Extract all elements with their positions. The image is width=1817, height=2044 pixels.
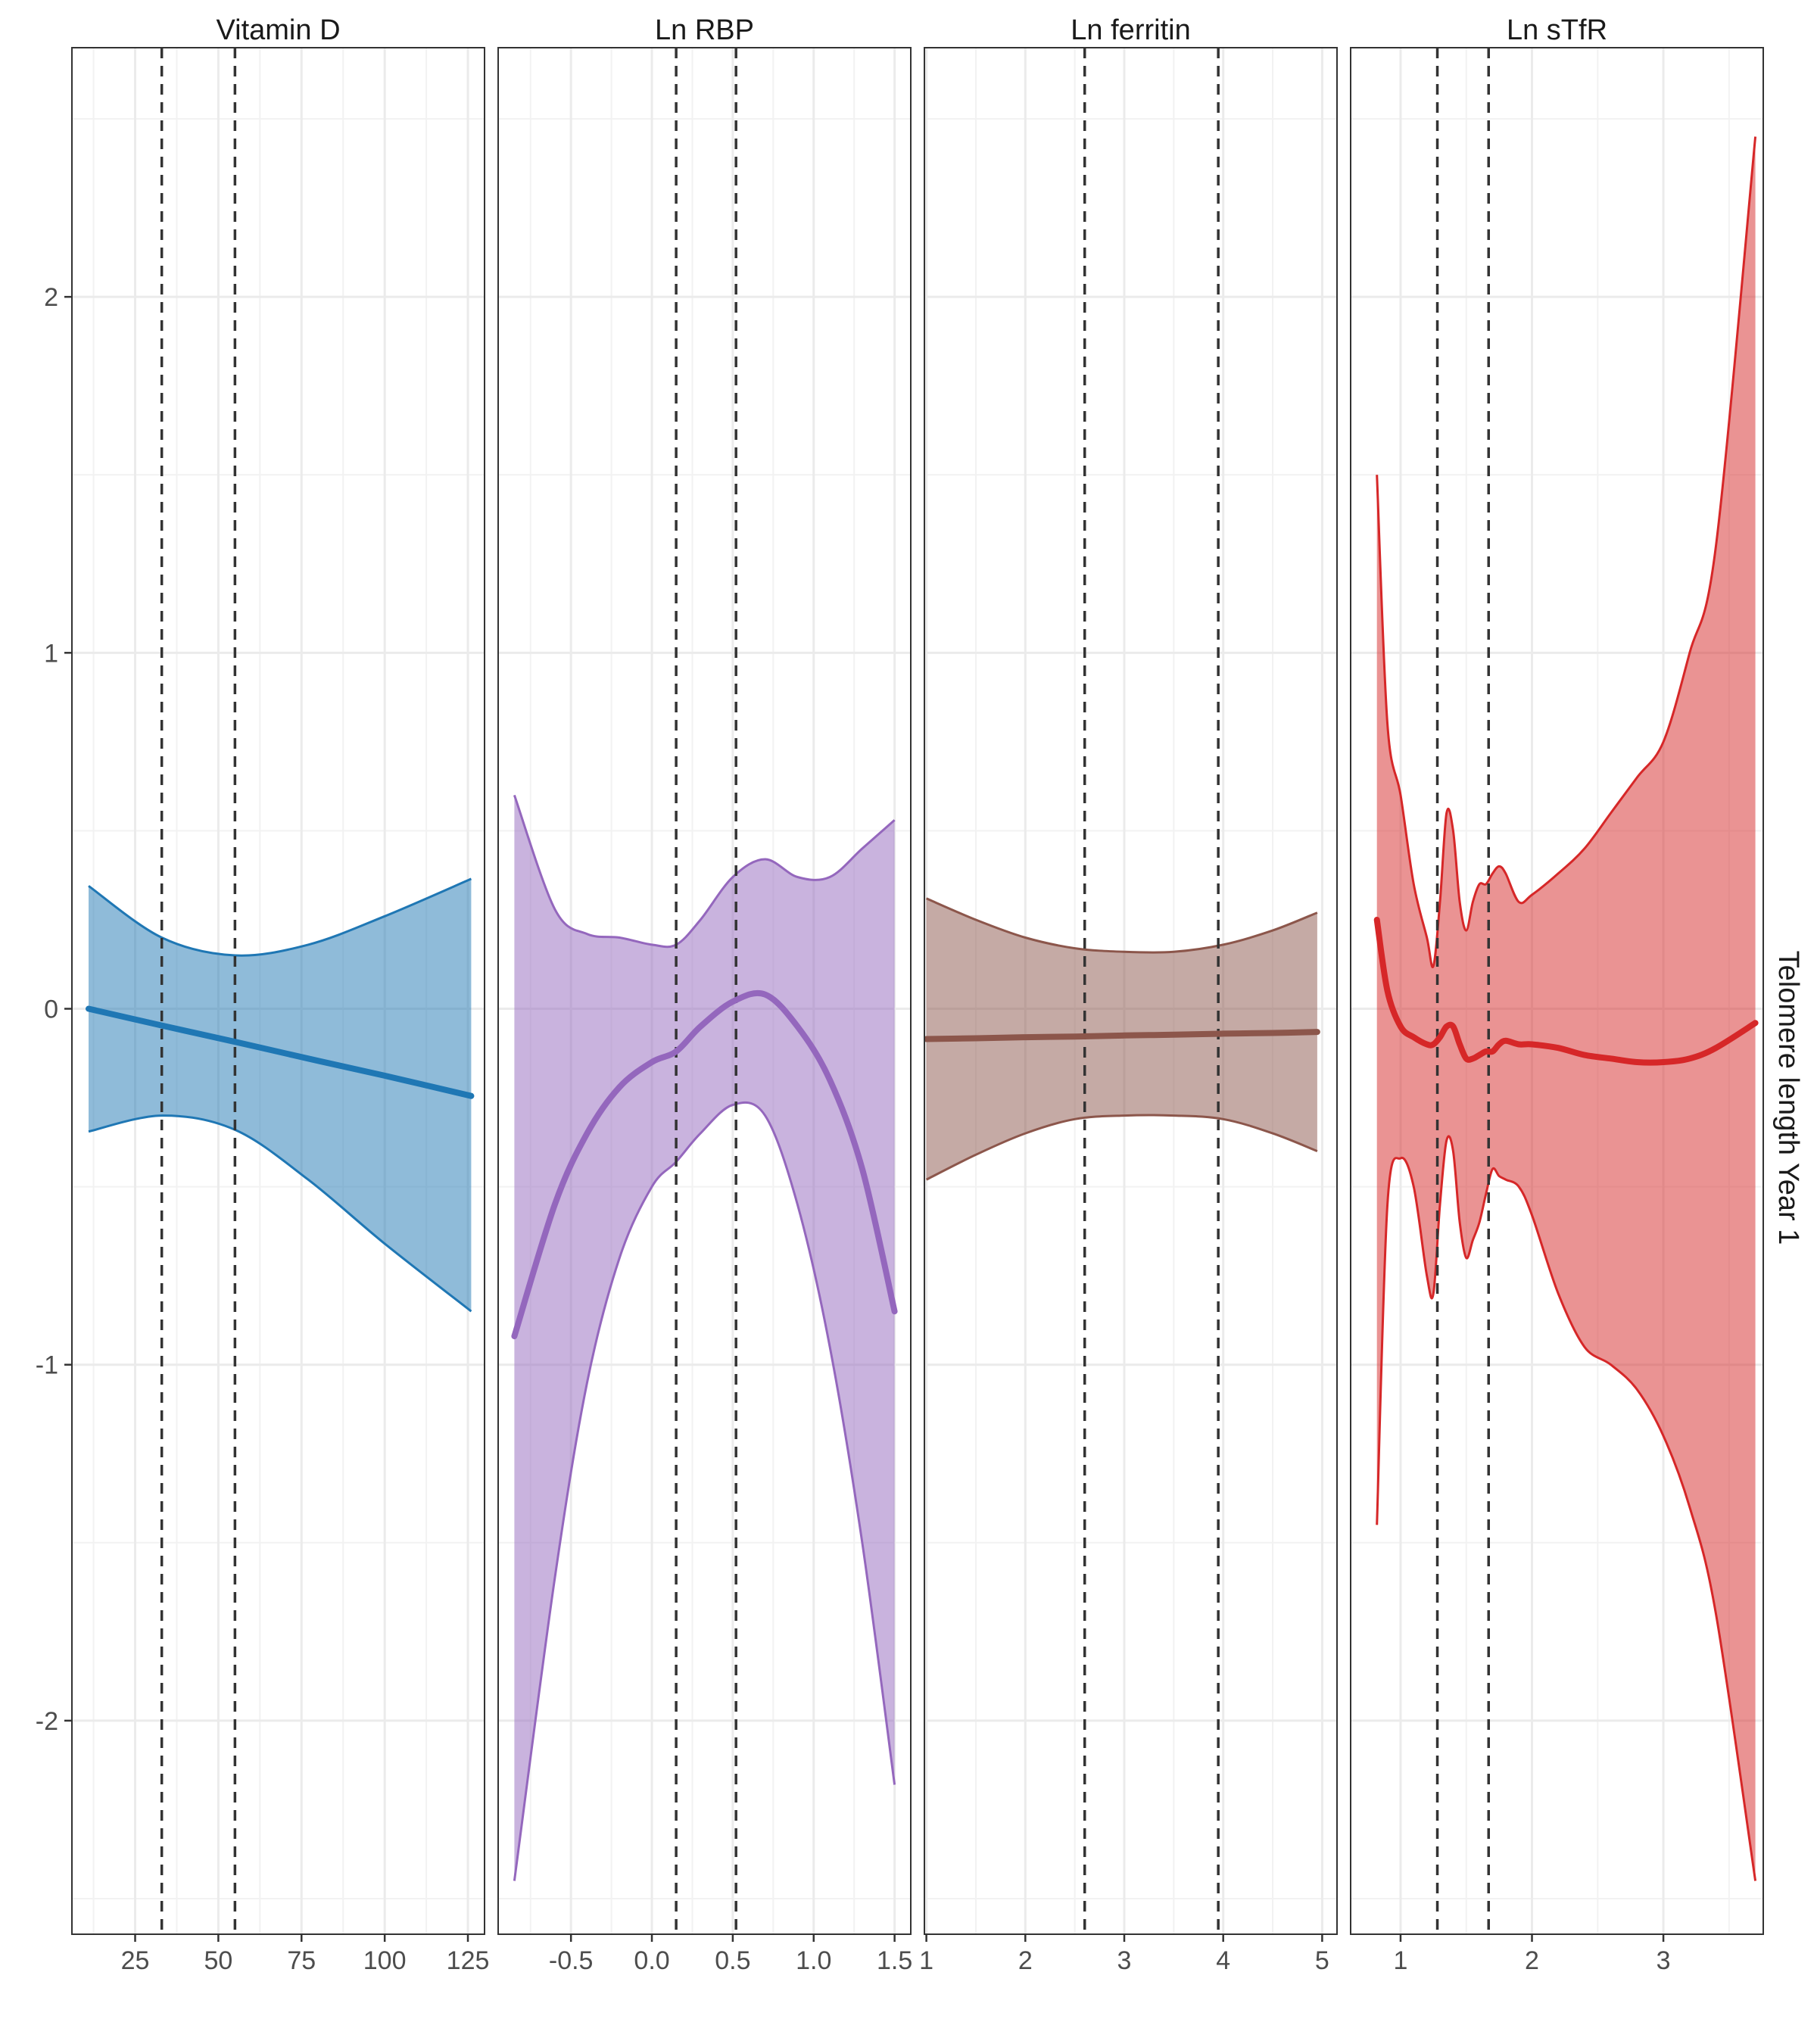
lower-bound-line — [925, 1114, 1318, 1181]
y-tick-label: 2 — [44, 283, 58, 312]
plot-area — [86, 48, 475, 1934]
x-tick-label: 4 — [1216, 1946, 1230, 1975]
x-tick-label: 1 — [919, 1946, 933, 1975]
x-tick-label: 2 — [1018, 1946, 1033, 1975]
y-tick-label: 0 — [44, 996, 58, 1024]
x-tick-label: 1.5 — [877, 1946, 912, 1975]
panel-border — [1350, 47, 1764, 1935]
lower-bound-line — [513, 1101, 896, 1881]
upper-bound-line — [926, 897, 1318, 954]
panel-0: Vitamin D 25 50 75 100 125 — [71, 14, 490, 1975]
x-tick-label: 3 — [1656, 1946, 1671, 1975]
lower-bound-line — [1376, 1135, 1757, 1881]
y-tick-label: 1 — [44, 639, 58, 668]
plot-area — [511, 48, 898, 1934]
upper-bound-line — [513, 794, 896, 949]
x-tick-label: 100 — [363, 1946, 407, 1975]
lower-bound-line — [88, 1114, 472, 1313]
x-tick-label: 125 — [447, 1946, 490, 1975]
plot-area — [1373, 48, 1759, 1934]
x-tick-label: 5 — [1315, 1946, 1329, 1975]
x-tick-label: 0.0 — [634, 1946, 669, 1975]
panel-title: Ln sTfR — [1507, 14, 1607, 46]
upper-bound-line — [88, 877, 472, 957]
panel-border — [924, 47, 1338, 1935]
upper-bound-line — [1376, 136, 1757, 968]
fitted-line — [1373, 917, 1759, 1066]
x-tick-label: 25 — [121, 1946, 150, 1975]
panel-title: Vitamin D — [216, 14, 340, 46]
facet-strip-label: Telomere length Year 1 — [1772, 951, 1804, 1245]
panel-border — [71, 47, 485, 1935]
x-tick-label: 2 — [1525, 1946, 1539, 1975]
x-tick-label: 1 — [1393, 1946, 1407, 1975]
panel-border — [497, 47, 912, 1935]
fitted-line — [86, 1005, 475, 1099]
x-tick-label: 75 — [287, 1946, 316, 1975]
plot-area — [924, 48, 1320, 1934]
x-tick-label: 50 — [204, 1946, 232, 1975]
panel-1: Ln RBP -0.5 0.0 0.5 1.0 1.5 — [497, 14, 912, 1975]
x-tick-label: 3 — [1117, 1946, 1132, 1975]
fitted-line — [511, 989, 898, 1340]
y-tick-label: -1 — [36, 1351, 58, 1380]
fitted-line — [924, 1029, 1320, 1042]
confidence-band — [1376, 136, 1756, 1881]
panel-3: Ln sTfR 1 2 3 — [1350, 14, 1764, 1975]
panel-2: Ln ferritin 1 2 3 4 5 — [919, 14, 1338, 1975]
panel-title: Ln ferritin — [1071, 14, 1190, 46]
x-tick-label: -0.5 — [549, 1946, 594, 1975]
confidence-band — [514, 795, 895, 1881]
y-axis: -2 -1 0 1 2 — [36, 283, 72, 1736]
y-tick-label: -2 — [36, 1707, 58, 1736]
confidence-band — [89, 878, 472, 1312]
panel-title: Ln RBP — [655, 14, 754, 46]
x-tick-label: 1.0 — [796, 1946, 831, 1975]
x-tick-label: 0.5 — [715, 1946, 750, 1975]
